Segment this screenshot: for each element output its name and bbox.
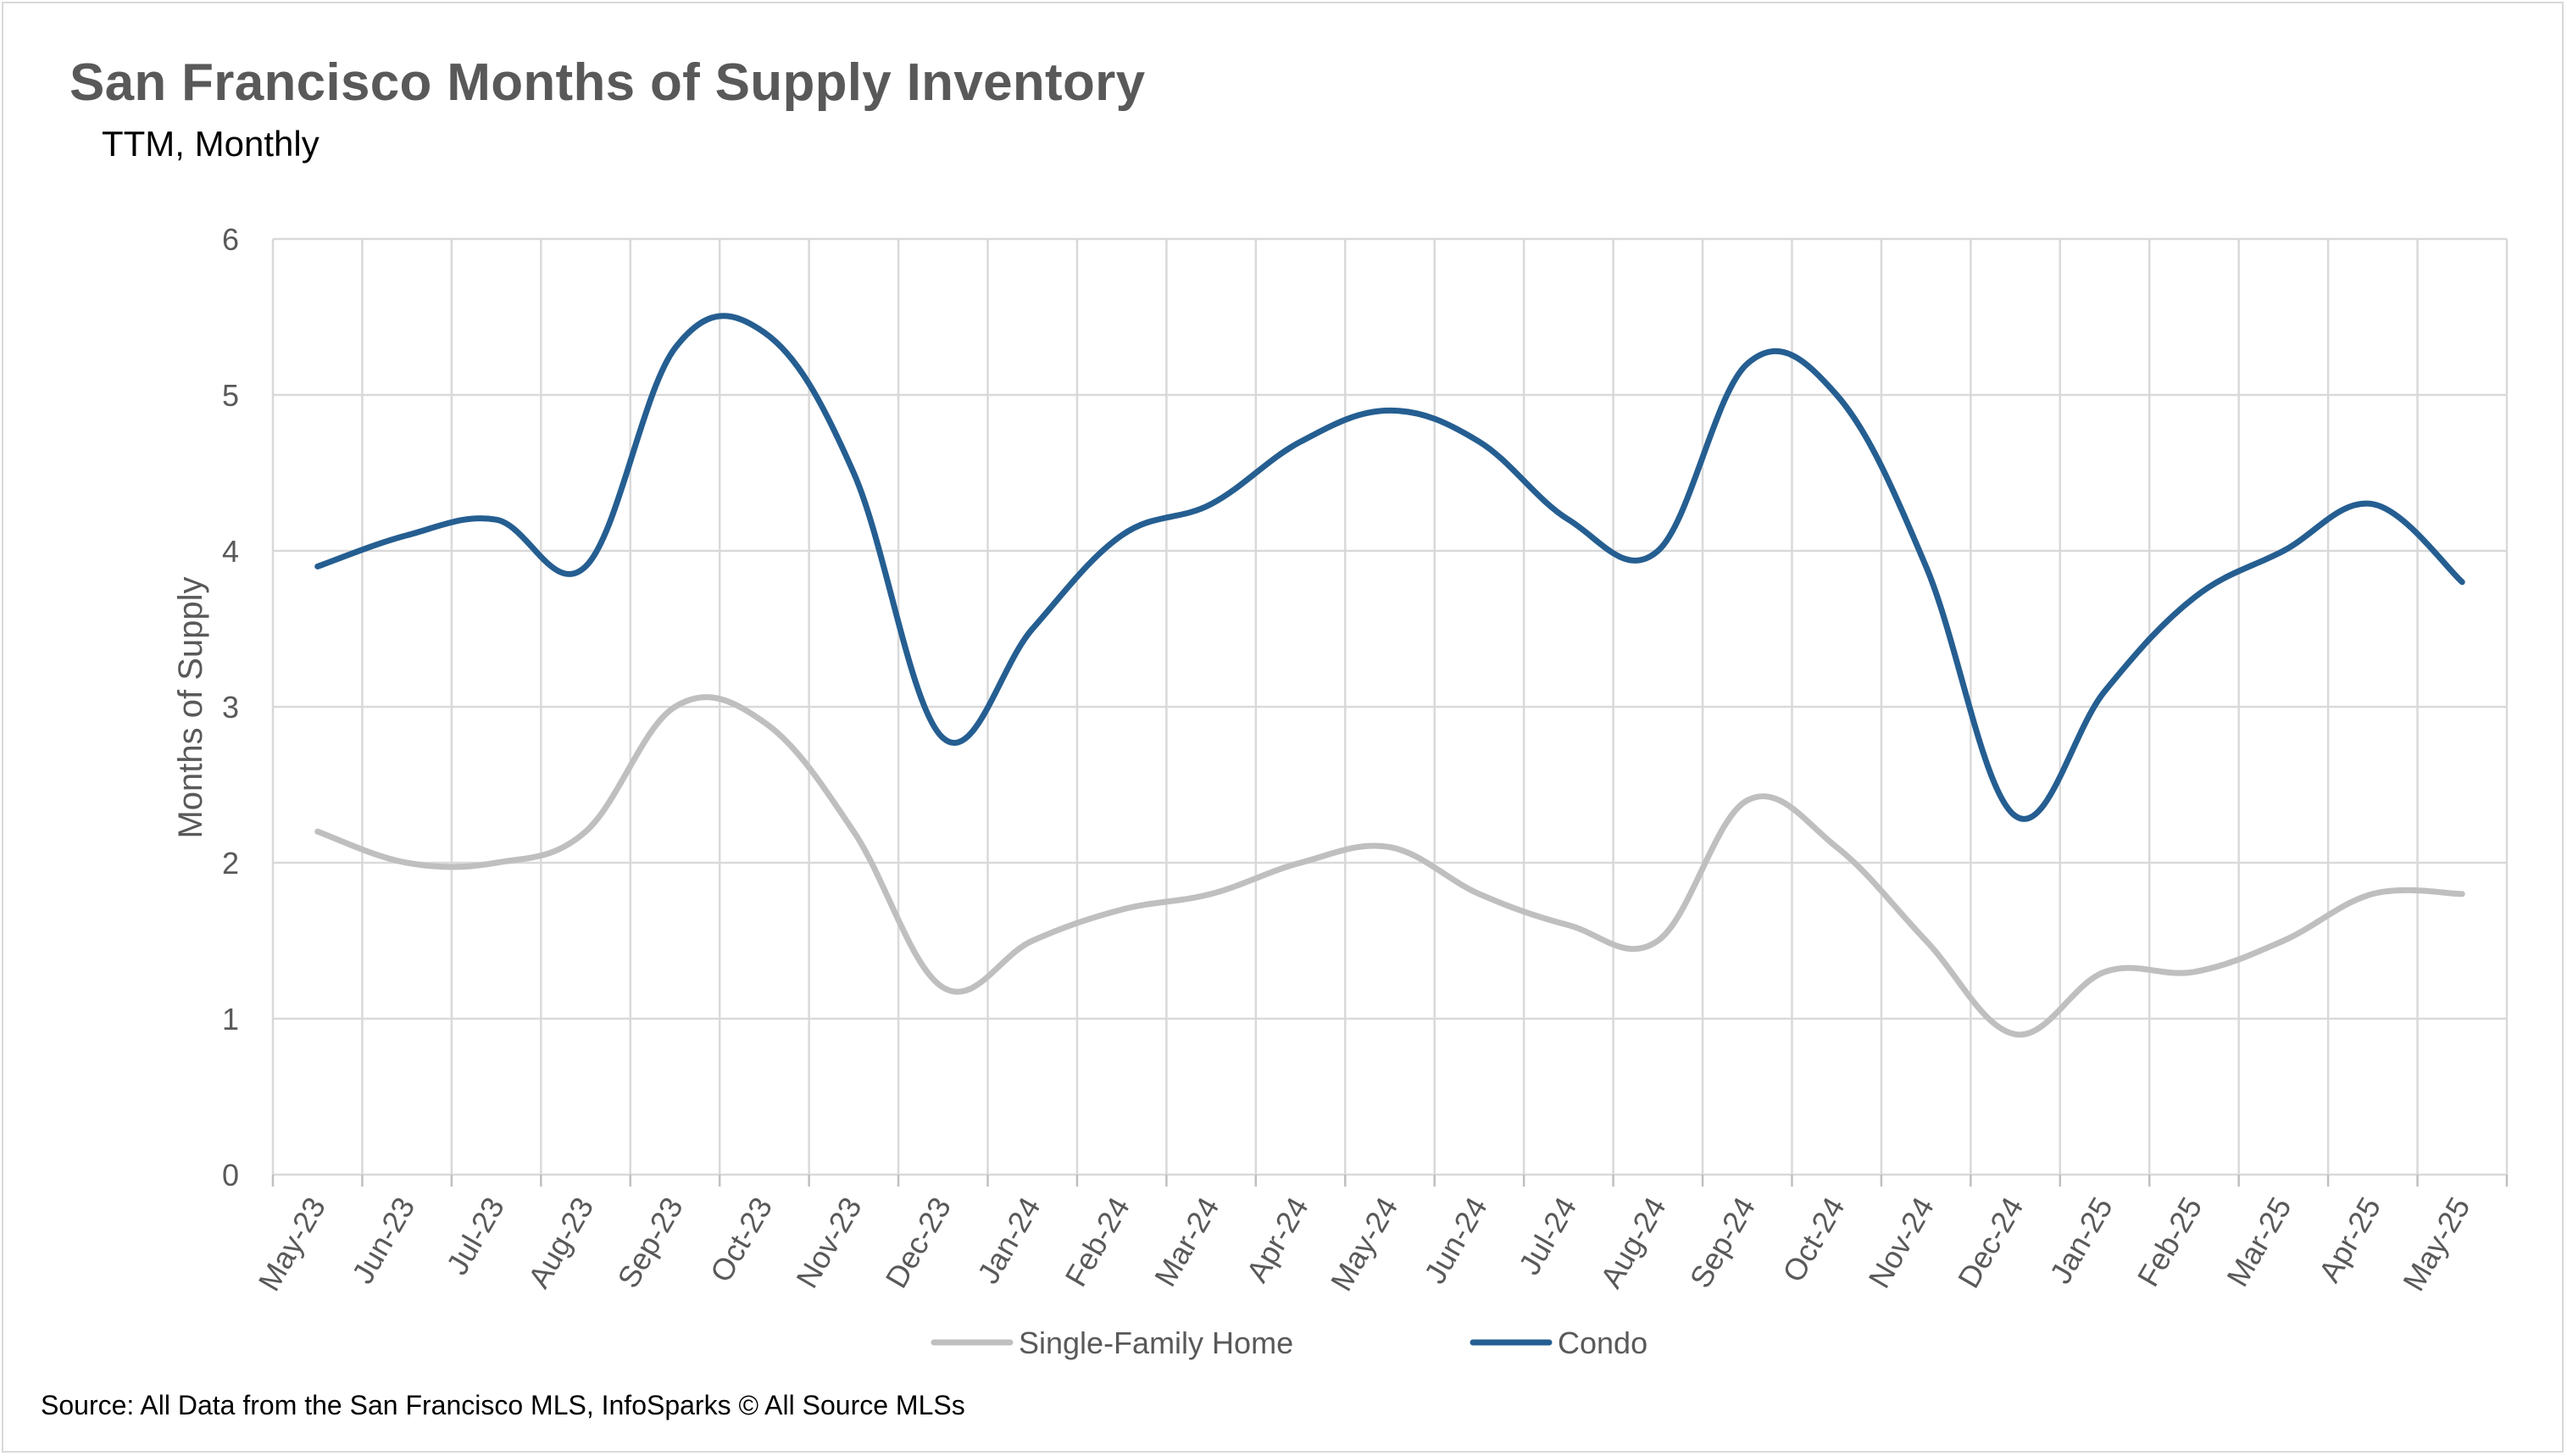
y-tick-label: 6 [222,222,239,257]
series-line-condo [314,313,2465,822]
x-tick-label: Dec-23 [879,1192,958,1294]
chart-subtitle: TTM, Monthly [102,124,319,164]
y-tick-label: 1 [222,1002,239,1036]
legend: Single-Family Home Condo [931,1325,1647,1360]
series-line-single-family-home [314,694,2465,1038]
legend-label-condo: Condo [1558,1325,1647,1360]
x-tick-label: Mar-24 [1147,1192,1226,1292]
y-axis-ticks: 0 1 2 3 4 5 6 [222,222,239,1192]
x-tick-label: Jan-24 [970,1192,1047,1290]
x-tick-label: Apr-25 [2312,1192,2388,1288]
chart-title: San Francisco Months of Supply Inventory [69,53,1146,112]
x-tick-label: Oct-23 [703,1192,780,1288]
x-tick-label: Feb-24 [1058,1192,1136,1292]
x-tick-label: Sep-23 [610,1192,690,1294]
x-tick-label: Sep-24 [1683,1192,1763,1294]
y-tick-label: 2 [222,846,239,881]
x-tick-label: Nov-24 [1861,1192,1941,1294]
y-tick-label: 0 [222,1158,239,1192]
x-tick-label: Jun-23 [345,1192,422,1290]
x-tick-label: Jul-24 [1512,1192,1584,1281]
legend-label-single-family-home: Single-Family Home [1019,1325,1293,1360]
y-axis-title: Months of Supply [172,576,209,838]
grid [271,237,2509,1186]
x-tick-label: Nov-23 [789,1192,869,1294]
y-tick-label: 5 [222,378,239,413]
x-tick-label: Feb-25 [2131,1192,2209,1292]
x-tick-label: Dec-24 [1951,1192,2031,1294]
x-tick-label: Aug-24 [1593,1191,1673,1293]
x-tick-label: Apr-24 [1239,1192,1315,1288]
y-tick-label: 3 [222,690,239,725]
x-tick-label: May-23 [252,1192,333,1297]
x-tick-label: Jul-23 [439,1192,511,1281]
x-tick-label: Oct-24 [1775,1192,1852,1288]
source-note: Source: All Data from the San Francisco … [41,1390,965,1420]
x-tick-label: Jan-25 [2042,1192,2120,1290]
x-tick-label: May-24 [1324,1192,1405,1297]
series-lines [314,313,2465,1038]
x-tick-label: Aug-23 [521,1192,601,1294]
x-tick-label: May-25 [2396,1192,2477,1297]
x-axis-ticks: May-23 Jun-23 Jul-23 Aug-23 Sep-23 Oct-23 Nov-… [252,1191,2477,1296]
y-tick-label: 4 [222,534,239,569]
x-tick-label: Mar-25 [2220,1192,2298,1292]
x-tick-label: Jun-24 [1417,1192,1494,1290]
